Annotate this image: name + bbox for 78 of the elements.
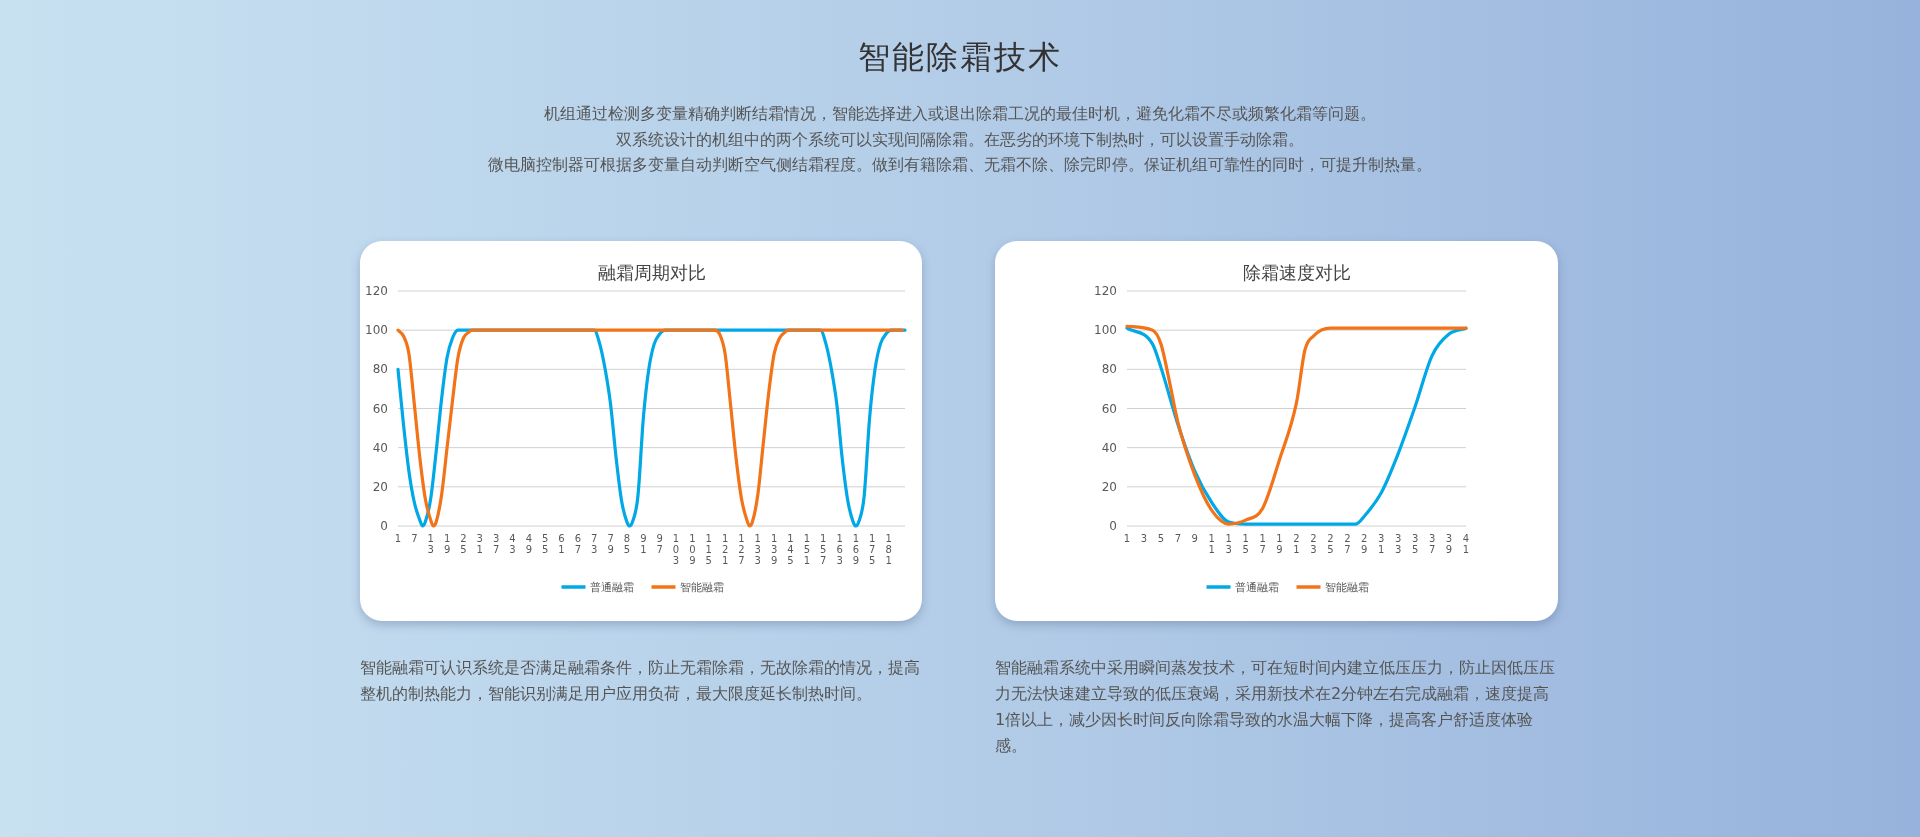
y-tick-label: 0 (1109, 519, 1117, 533)
x-tick-label: 1 5 1 (803, 533, 811, 566)
y-tick-label: 20 (372, 479, 388, 494)
x-tick-label: 1 7 5 (869, 533, 876, 566)
x-tick-label: 1 (394, 533, 402, 544)
x-tick-label: 2 5 (460, 533, 467, 555)
text: 微电脑控制器可根据多变量自动判断空气侧结霜程度。做到有籍除霜、无霜不除、除完即停。保证机组可靠性的同时，可提升制热量。 (487, 155, 1433, 176)
x-tick-label: 4 9 (525, 533, 533, 555)
x-tick-label: 3 7 (492, 533, 500, 555)
x-tick-label: 7 (1174, 533, 1182, 544)
y-tick-label: 80 (372, 362, 388, 377)
text: 智能融霜系统中采用瞬间蒸发技术，可在短时间内建立低压压力，防止因低压压力无法快速建立导致的低压衰竭，采用新技术在2分钟左右完成融霜，速度提高1倍以上，减少因长时间反向除霜导致的水温大幅下降，提高客户舒适度体验感。 (995, 657, 1556, 757)
legend-label: 普通融霜 (589, 581, 634, 594)
x-tick-label: 1 3 9 (770, 533, 778, 566)
x-tick-label: 3 1 (1378, 533, 1385, 555)
chart-title: 融霜周期对比 (597, 262, 706, 283)
y-tick-label: 80 (1101, 362, 1117, 377)
y-tick-label: 100 (365, 323, 388, 338)
x-tick-label: 2 9 (1361, 533, 1368, 555)
y-tick-label: 20 (1101, 479, 1117, 494)
x-tick-label: 1 9 (1276, 533, 1283, 555)
x-tick-label: 1 5 7 (820, 533, 827, 566)
y-tick-label: 100 (1094, 323, 1117, 338)
x-tick-label: 1 (1123, 533, 1131, 544)
text: 双系统设计的机组中的两个系统可以实现间隔除霜。在恶劣的环境下制热时，可以设置手动除霜。 (615, 129, 1305, 151)
x-tick-label: 2 3 (1310, 533, 1317, 555)
x-tick-label: 5 (1157, 533, 1165, 544)
x-tick-label: 1 3 (427, 533, 434, 555)
x-tick-label: 7 9 (607, 533, 614, 555)
x-tick-label: 3 7 (1428, 533, 1436, 555)
y-tick-label: 60 (372, 401, 388, 416)
y-tick-label: 40 (1101, 440, 1117, 455)
x-tick-label: 3 3 (1395, 533, 1402, 555)
x-tick-label: 1 0 3 (672, 533, 680, 566)
x-tick-label: 2 7 (1344, 533, 1351, 555)
text: 智能除霜技术 (857, 37, 1063, 78)
y-tick-label: 120 (1094, 284, 1117, 298)
y-tick-label: 120 (365, 284, 388, 298)
chart-title: 除霜速度对比 (1242, 262, 1351, 283)
x-tick-label: 9 7 (656, 533, 663, 555)
text: 机组通过检测多变量精确判断结霜情况，智能选择进入或退出除霜工况的最佳时机，避免化霜不尽或频繁化霜等问题。 (543, 104, 1377, 125)
y-tick-label: 0 (380, 519, 388, 533)
x-tick-label: 1 8 1 (885, 533, 892, 566)
x-tick-label: 1 7 (1259, 533, 1266, 555)
legend-label: 智能融霜 (679, 581, 724, 594)
y-tick-label: 60 (1101, 401, 1117, 416)
legend-label: 普通融霜 (1234, 581, 1279, 594)
x-tick-label: 1 2 7 (738, 533, 745, 566)
x-tick-label: 3 1 (476, 533, 483, 555)
x-tick-label: 9 1 (640, 533, 647, 555)
x-tick-label: 1 1 (1208, 533, 1215, 555)
x-tick-label: 7 (411, 533, 418, 544)
x-tick-label: 9 (1191, 533, 1198, 544)
x-tick-label: 2 5 (1327, 533, 1334, 555)
x-tick-label: 1 5 (1242, 533, 1249, 555)
x-tick-label: 3 (1140, 533, 1148, 544)
x-tick-label: 3 9 (1445, 533, 1453, 555)
y-tick-label: 40 (372, 440, 388, 455)
x-tick-label: 1 9 (443, 533, 451, 555)
x-tick-label: 2 1 (1293, 533, 1300, 555)
x-tick-label: 1 6 9 (852, 533, 860, 566)
x-tick-label: 1 1 5 (705, 533, 712, 566)
legend-label: 智能融霜 (1324, 581, 1369, 594)
x-tick-label: 1 6 3 (836, 533, 843, 566)
x-tick-label: 1 4 5 (787, 533, 794, 566)
x-tick-label: 1 3 (1225, 533, 1232, 555)
x-tick-label: 1 2 1 (721, 533, 729, 566)
x-tick-label: 4 1 (1462, 533, 1470, 555)
x-tick-label: 7 3 (591, 533, 598, 555)
x-tick-label: 1 3 3 (754, 533, 761, 566)
x-tick-label: 6 1 (558, 533, 565, 555)
x-tick-label: 6 7 (574, 533, 582, 555)
x-tick-label: 4 3 (509, 533, 516, 555)
x-tick-label: 1 0 9 (689, 533, 696, 566)
x-tick-label: 8 5 (623, 533, 631, 555)
text: 智能融霜可认识系统是否满足融霜条件，防止无霜除霜，无故除霜的情况，提高整机的制热能力，智能识别满足用户应用负荷，最大限度延长制热时间。 (360, 657, 921, 705)
x-tick-label: 5 5 (542, 533, 549, 555)
x-tick-label: 3 5 (1411, 533, 1419, 555)
